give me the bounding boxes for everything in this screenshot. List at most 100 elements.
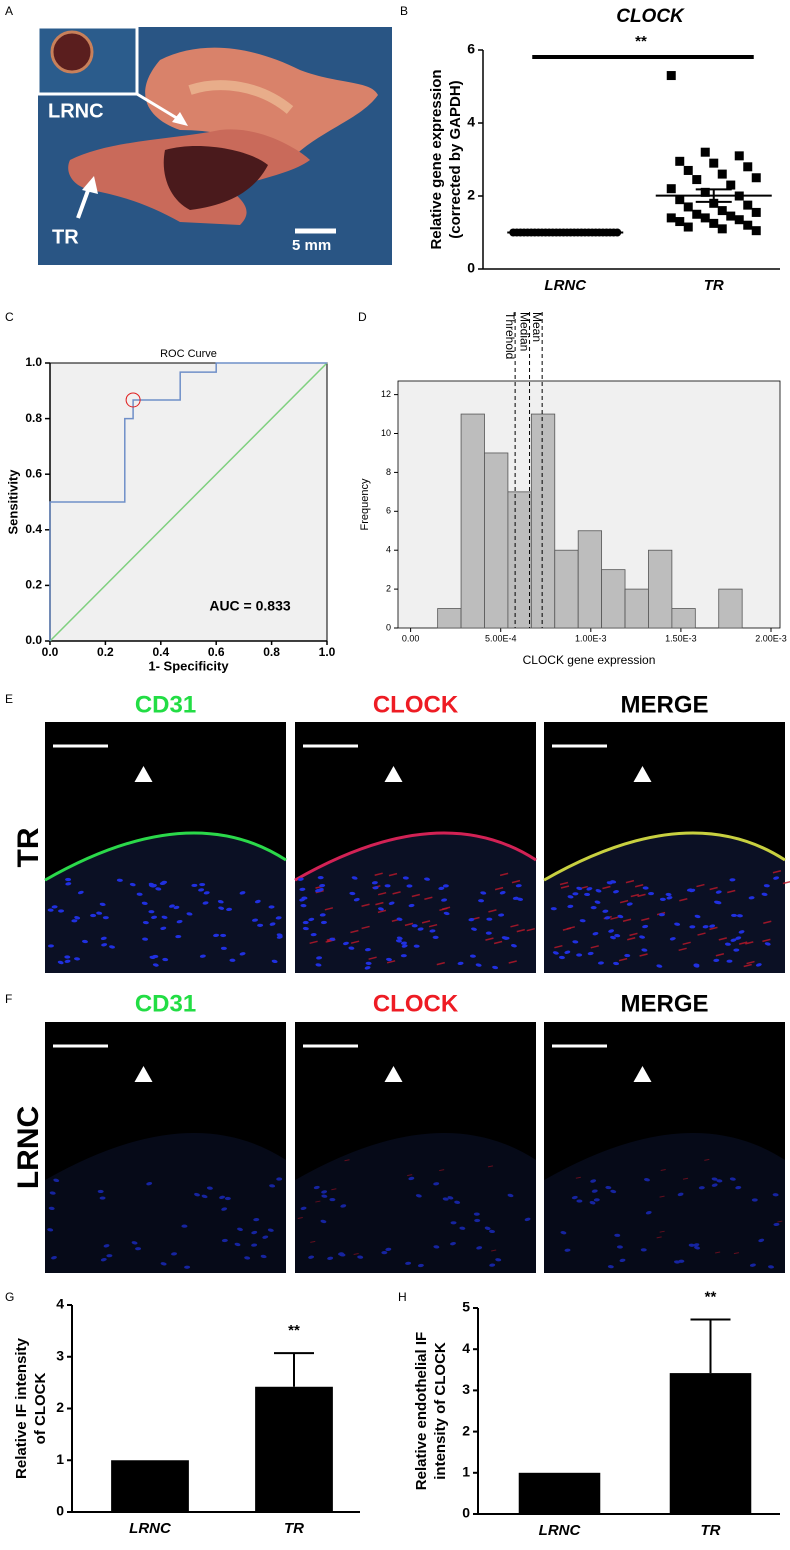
nucleus — [576, 1199, 583, 1203]
nucleus — [715, 890, 722, 894]
red-signal — [629, 932, 638, 937]
annotation: ** — [705, 1289, 717, 1306]
nucleus — [129, 882, 136, 887]
nucleus — [454, 1200, 461, 1204]
chart-title: CLOCK — [616, 6, 685, 27]
nucleus — [218, 906, 225, 910]
red-signal — [361, 903, 370, 907]
arrowhead-marker — [633, 1066, 652, 1082]
nucleus — [319, 883, 326, 888]
column-header: MERGE — [620, 691, 708, 718]
nucleus — [489, 1229, 495, 1234]
x-tick-label: 0.0 — [42, 645, 59, 659]
nucleus — [141, 901, 148, 905]
bar — [669, 1373, 752, 1514]
nucleus — [58, 909, 65, 913]
nucleus — [201, 1194, 208, 1199]
red-signal — [388, 872, 398, 877]
nucleus — [131, 1241, 138, 1245]
nucleus — [572, 892, 579, 896]
red-signal — [697, 932, 706, 936]
x-tick-label: 1.50E-3 — [665, 633, 697, 643]
nucleus — [162, 957, 169, 962]
nucleus — [146, 1182, 153, 1186]
reference-label: Mean — [530, 312, 544, 342]
red-signal — [619, 899, 629, 904]
y-tick-label: 5 — [462, 1299, 470, 1315]
nucleus — [713, 958, 720, 962]
data-point — [666, 213, 676, 223]
column-header: CLOCK — [373, 990, 459, 1017]
red-signal — [404, 922, 414, 927]
nucleus — [492, 965, 499, 970]
nucleus — [160, 926, 167, 930]
bar — [111, 1460, 189, 1512]
nucleus — [310, 932, 317, 937]
x-axis-label: CLOCK gene expression — [523, 653, 656, 667]
y-tick-label: 1 — [462, 1464, 470, 1480]
nucleus — [438, 886, 445, 891]
red-signal — [488, 909, 497, 913]
nucleus — [357, 1255, 364, 1259]
red-signal — [696, 883, 705, 888]
x-tick-label: 1.00E-3 — [575, 633, 607, 643]
red-signal — [392, 891, 401, 895]
nucleus — [371, 881, 378, 885]
red-signal — [660, 1169, 666, 1171]
y-tick-label: 0 — [467, 260, 475, 276]
nucleus — [735, 1186, 742, 1190]
red-signal — [560, 885, 570, 889]
histogram-bar — [671, 608, 696, 629]
error-bar — [695, 188, 732, 203]
red-signal — [634, 884, 644, 888]
nucleus — [349, 891, 356, 896]
nucleus — [148, 882, 155, 887]
nucleus — [159, 881, 166, 886]
red-signal — [324, 907, 334, 911]
y-tick-label: 2 — [56, 1399, 64, 1415]
red-signal — [739, 941, 748, 945]
nucleus — [408, 903, 415, 908]
data-point — [751, 173, 761, 183]
column-header: CD31 — [135, 691, 196, 718]
nucleus — [226, 907, 233, 912]
nucleus — [711, 1177, 718, 1181]
red-signal — [421, 920, 431, 924]
nucleus — [386, 957, 392, 962]
nucleus — [300, 904, 307, 908]
red-signal — [310, 1240, 316, 1243]
nucleus — [594, 900, 601, 904]
nucleus — [639, 935, 646, 939]
nucleus — [642, 924, 649, 929]
nucleus — [351, 876, 358, 880]
cutoff-marker — [125, 392, 141, 408]
nucleus — [729, 1177, 736, 1181]
red-signal — [494, 886, 504, 891]
red-signal — [639, 953, 648, 957]
nucleus — [686, 888, 693, 892]
nucleus — [499, 890, 506, 895]
nucleus — [327, 1256, 334, 1260]
nucleus — [49, 1191, 56, 1195]
tissue — [295, 1133, 536, 1273]
histogram-bar — [601, 569, 626, 629]
nucleus — [372, 886, 379, 890]
nucleus — [478, 899, 485, 903]
nucleus — [364, 966, 371, 970]
tissue-highlight — [188, 80, 294, 114]
red-signal — [709, 926, 718, 931]
red-signal — [424, 896, 433, 900]
nucleus — [217, 900, 224, 904]
red-signal — [618, 957, 628, 962]
y-tick-label: 3 — [56, 1347, 64, 1363]
reference-label: Threhold — [503, 312, 517, 359]
red-signal — [622, 918, 632, 923]
nucleus — [395, 939, 402, 943]
annotation: ** — [288, 1322, 300, 1339]
data-point — [675, 195, 685, 205]
y-axis-label: Relative gene expression — [428, 69, 445, 249]
nucleus — [624, 953, 631, 958]
nucleus — [758, 1238, 765, 1243]
y-tick-label: 0.2 — [25, 578, 42, 592]
data-point — [692, 175, 702, 185]
